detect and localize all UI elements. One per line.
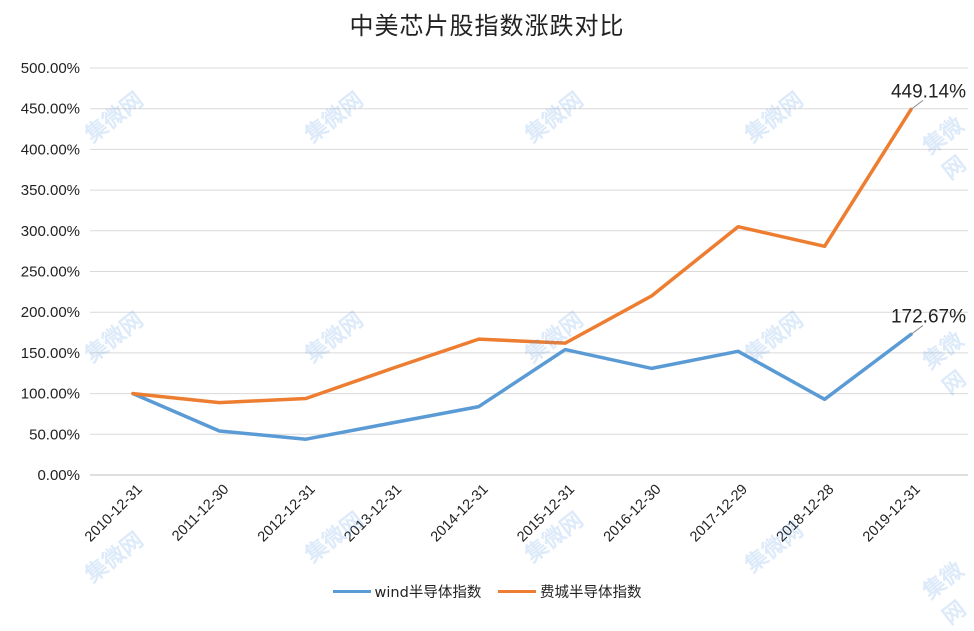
x-tick-label: 2015-12-31 — [514, 482, 578, 546]
y-tick-label: 100.00% — [21, 386, 80, 403]
y-tick-label: 50.00% — [29, 426, 80, 443]
legend-label-wind: wind半导体指数 — [374, 585, 482, 601]
y-tick-label: 350.00% — [21, 182, 80, 199]
legend-label-sox: 费城半导体指数 — [539, 585, 642, 601]
series-line-1 — [131, 107, 913, 405]
annotation-leader — [910, 100, 924, 110]
legend: wind半导体指数 费城半导体指数 — [0, 581, 974, 602]
y-tick-label: 500.00% — [21, 60, 80, 77]
y-tick-label: 450.00% — [21, 101, 80, 118]
chart-title: 中美芯片股指数涨跌对比 — [349, 12, 625, 40]
y-tick-label: 200.00% — [21, 304, 80, 321]
series-lines — [131, 107, 913, 441]
x-tick-label: 2014-12-31 — [428, 482, 492, 546]
annotations: 449.14% 172.67% — [891, 81, 966, 335]
x-tick-label: 2018-12-28 — [774, 482, 838, 546]
annotation-label: 449.14% — [891, 81, 966, 102]
x-tick-label: 2019-12-31 — [860, 482, 924, 546]
y-axis-ticks: 0.00% 50.00% 100.00% 150.00% 200.00% 250.00% 3… — [21, 60, 80, 484]
x-tick-label: 2016-12-30 — [601, 482, 665, 546]
x-tick-label: 2012-12-31 — [255, 482, 319, 546]
x-tick-label: 2013-12-31 — [341, 482, 405, 546]
y-tick-label: 300.00% — [21, 223, 80, 240]
annotation-leader — [910, 325, 924, 335]
x-tick-label: 2017-12-29 — [687, 482, 751, 546]
line-chart: 0.00% 50.00% 100.00% 150.00% 200.00% 250.00% 3… — [21, 60, 968, 546]
legend-swatch-wind — [332, 590, 371, 593]
x-axis-ticks: 2010-12-31 2011-12-30 2012-12-31 2013-12-31… — [82, 482, 924, 546]
gridlines — [90, 67, 968, 476]
y-tick-label: 250.00% — [21, 264, 80, 281]
annotation-label: 172.67% — [891, 306, 966, 327]
y-tick-label: 150.00% — [21, 345, 80, 362]
y-tick-label: 400.00% — [21, 141, 80, 158]
y-tick-label: 0.00% — [37, 467, 80, 484]
x-tick-label: 2011-12-30 — [169, 482, 232, 545]
series-line-0 — [131, 332, 913, 441]
legend-item-wind: wind半导体指数 — [332, 581, 482, 602]
x-tick-label: 2010-12-31 — [82, 482, 146, 546]
legend-item-sox: 费城半导体指数 — [497, 581, 642, 602]
legend-swatch-sox — [497, 590, 536, 593]
